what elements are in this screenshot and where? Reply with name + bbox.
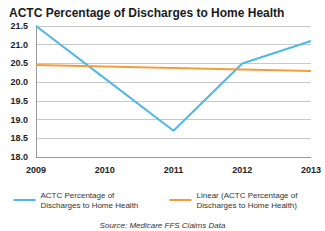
svg-text:Linear (ACTC Percentage of: Linear (ACTC Percentage of — [197, 191, 300, 200]
svg-text:18.5: 18.5 — [10, 133, 28, 143]
svg-text:18.0: 18.0 — [10, 152, 28, 162]
svg-text:2010: 2010 — [95, 165, 115, 175]
svg-text:20.5: 20.5 — [10, 58, 28, 68]
svg-text:2012: 2012 — [232, 165, 252, 175]
svg-text:ACTC Percentage of Discharges: ACTC Percentage of Discharges to Home He… — [9, 6, 284, 20]
svg-text:ACTC Percentage of: ACTC Percentage of — [41, 191, 117, 200]
svg-text:21.0: 21.0 — [10, 40, 28, 50]
svg-text:19.0: 19.0 — [10, 115, 28, 125]
svg-text:2009: 2009 — [26, 165, 46, 175]
svg-text:Source: Medicare FFS Claims Da: Source: Medicare FFS Claims Data — [100, 221, 226, 230]
svg-text:Discharges to Home Health: Discharges to Home Health — [41, 201, 139, 210]
svg-text:2011: 2011 — [164, 165, 184, 175]
svg-text:Discharges to Home Health): Discharges to Home Health) — [197, 201, 298, 210]
svg-text:2013: 2013 — [301, 165, 321, 175]
svg-text:19.5: 19.5 — [10, 96, 28, 106]
svg-text:20.0: 20.0 — [10, 77, 28, 87]
svg-text:21.5: 21.5 — [10, 21, 28, 31]
